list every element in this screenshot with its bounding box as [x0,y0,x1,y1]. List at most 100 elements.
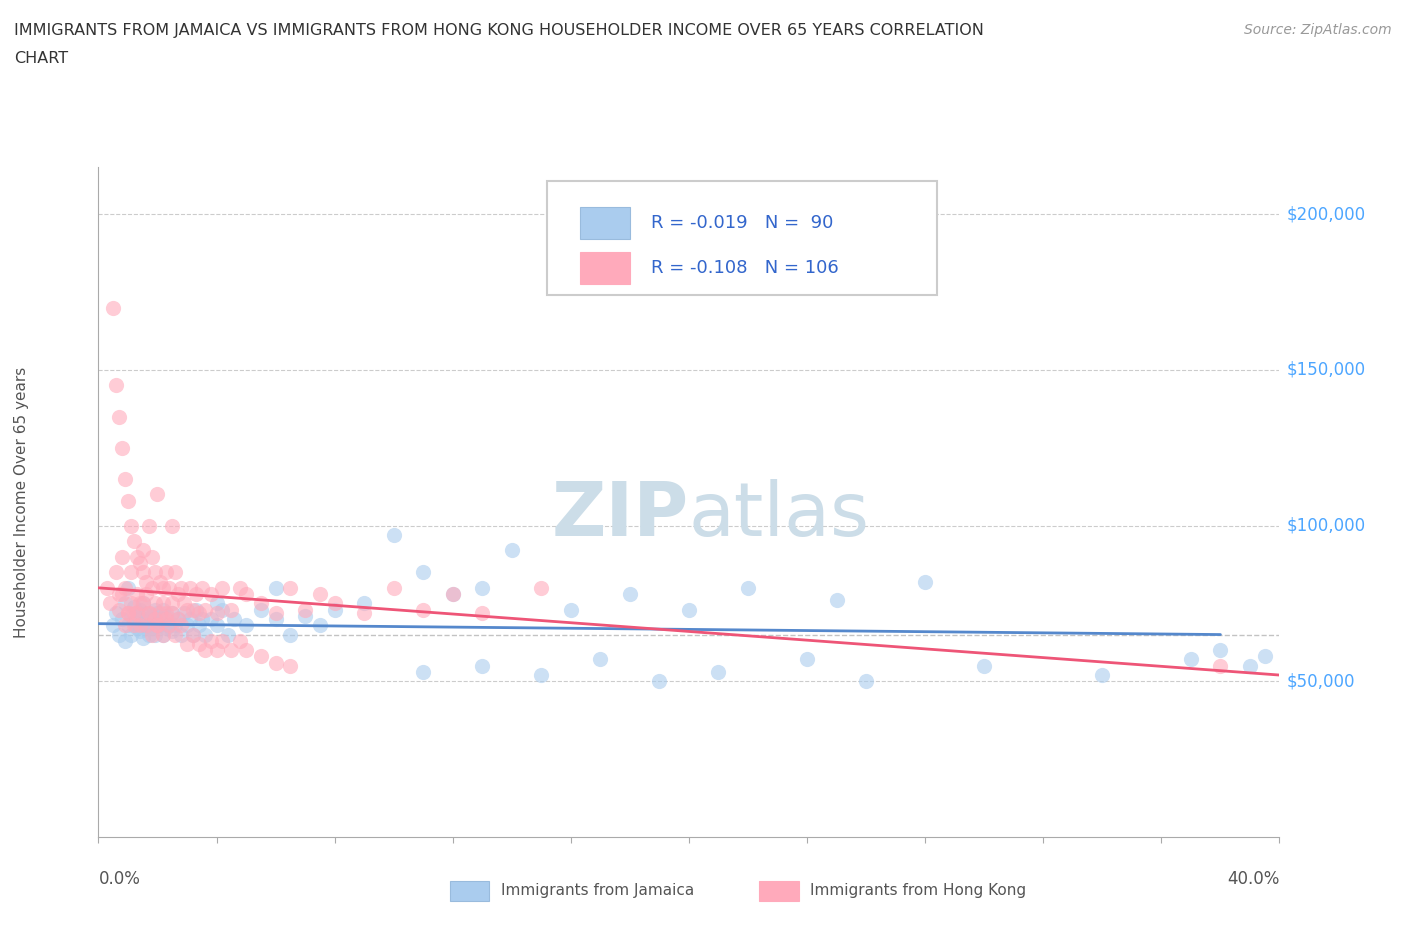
Point [146,618,169,632]
Point [1180,652,1202,667]
Point [125,587,148,602]
Point [143,612,166,627]
Point [1254,649,1277,664]
Point [132,631,155,645]
Text: $200,000: $200,000 [1286,206,1365,223]
Point [530,580,553,595]
Point [162,605,183,620]
Point [619,587,641,602]
Point [250,596,273,611]
Point [117,605,139,620]
Point [138,618,160,632]
Point [125,605,148,620]
Text: 0.0%: 0.0% [98,870,141,887]
Point [146,487,169,502]
Point [205,643,228,658]
Point [132,543,155,558]
Point [105,378,128,392]
Point [138,605,160,620]
Point [155,608,177,623]
Point [108,627,131,642]
Point [128,624,150,639]
Point [155,565,177,579]
Point [103,300,125,315]
Point [132,565,155,579]
FancyBboxPatch shape [547,180,936,295]
Point [184,603,207,618]
Point [441,587,464,602]
Text: atlas: atlas [689,479,870,552]
Point [141,550,163,565]
Point [122,534,145,549]
Point [173,605,195,620]
Point [278,627,302,642]
Point [165,627,187,642]
Point [132,596,155,611]
Point [170,627,193,642]
Point [184,587,207,602]
Point [152,580,174,595]
Point [122,605,145,620]
Point [149,574,172,589]
Point [135,587,157,602]
Point [132,596,155,611]
Point [125,621,148,636]
Point [141,580,163,595]
Point [173,596,195,611]
Point [200,633,222,648]
Point [264,655,287,670]
Point [128,596,150,611]
Point [128,603,150,618]
Point [165,565,187,579]
Text: IMMIGRANTS FROM JAMAICA VS IMMIGRANTS FROM HONG KONG HOUSEHOLDER INCOME OVER 65 : IMMIGRANTS FROM JAMAICA VS IMMIGRANTS FR… [14,23,984,38]
Point [120,627,142,642]
Point [141,621,163,636]
Point [120,565,142,579]
Point [108,587,131,602]
Point [412,565,434,579]
Point [264,612,287,627]
Point [96,580,118,595]
Point [229,580,252,595]
Point [135,618,157,632]
Point [501,543,523,558]
Point [125,550,148,565]
Point [117,605,139,620]
Point [108,603,131,618]
Point [98,596,121,611]
Point [162,605,183,620]
Point [181,603,204,618]
Point [1209,658,1232,673]
Point [194,643,217,658]
Text: CHART: CHART [14,51,67,66]
Point [170,618,193,632]
Point [589,652,612,667]
Point [194,627,217,642]
Point [143,603,166,618]
Point [179,580,201,595]
Point [309,587,332,602]
Point [323,596,346,611]
Point [152,596,174,611]
Point [973,658,995,673]
Text: $150,000: $150,000 [1286,361,1365,379]
Point [167,612,190,627]
Point [117,618,139,632]
Point [122,615,145,630]
Point [132,618,155,632]
Point [1091,668,1114,683]
Point [149,605,172,620]
Point [135,612,157,627]
Point [323,603,346,618]
Point [162,596,183,611]
Point [143,596,166,611]
Point [120,608,142,623]
Point [235,587,257,602]
Point [825,592,848,607]
Point [211,580,233,595]
Point [111,440,134,455]
Point [135,574,157,589]
Point [217,627,239,642]
Point [114,580,136,595]
Point [152,627,174,642]
